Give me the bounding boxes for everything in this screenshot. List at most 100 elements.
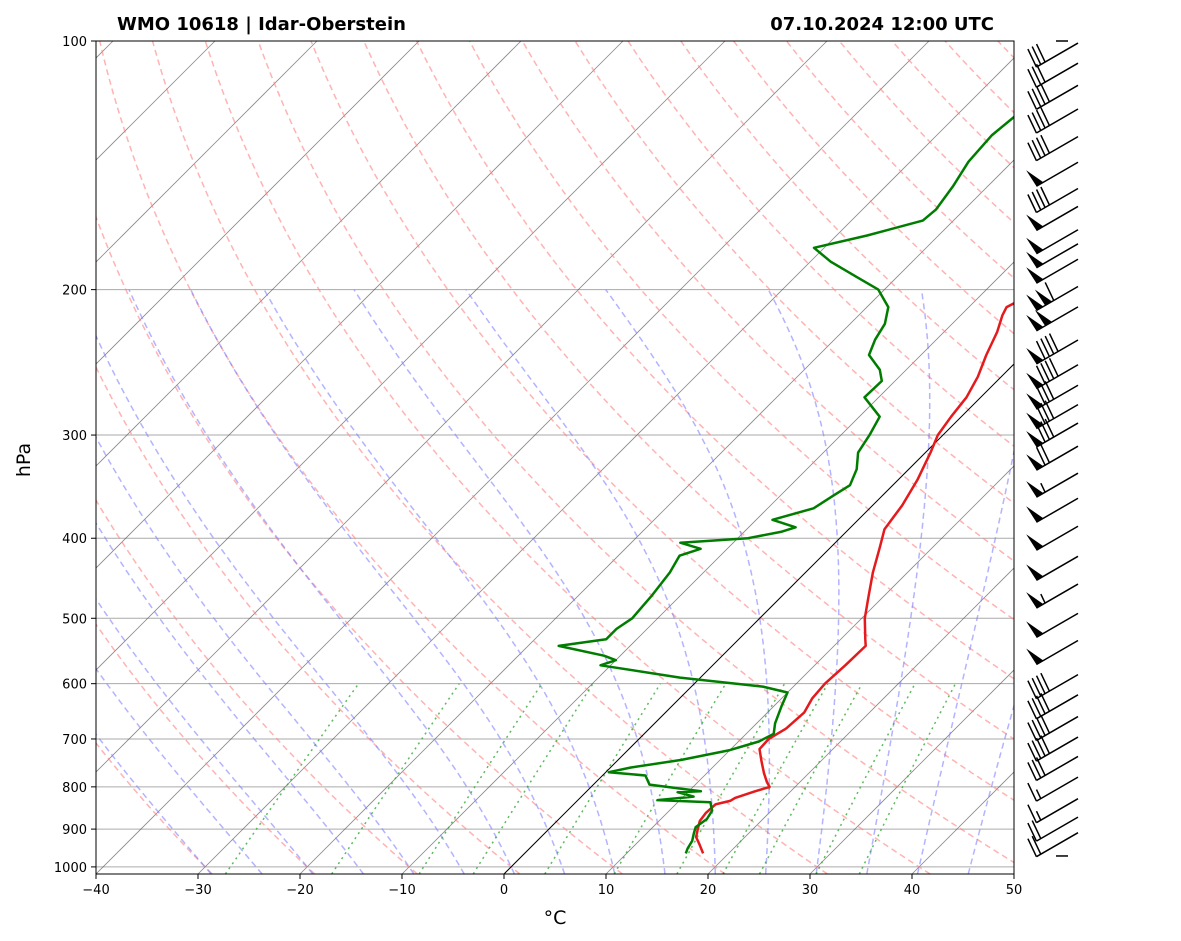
wind-barb (1027, 735, 1079, 762)
dewpoint-profile (557, 115, 1014, 854)
y-tick-label: 700 (62, 733, 87, 748)
isotherm-line (96, 41, 726, 671)
wind-barb-feather (1044, 282, 1055, 301)
dry-adiabat (96, 365, 521, 874)
wind-barb-staff (1036, 776, 1079, 802)
wind-barb-feather (1040, 362, 1051, 382)
wind-barb-feather (1035, 405, 1046, 424)
dry-adiabat (96, 622, 316, 874)
wind-barb-staff (1036, 798, 1079, 824)
wind-barb-feather (1031, 112, 1042, 131)
wind-barb-flag (1026, 372, 1044, 389)
wind-barb-staff (1036, 42, 1079, 68)
x-tick-label: 0 (500, 883, 508, 898)
temperature-profile (694, 301, 1014, 854)
wind-barb-flag (1026, 294, 1044, 311)
dry-adiabat (96, 741, 213, 874)
wind-barb-flag (1026, 412, 1044, 429)
wind-barb-staff (1036, 612, 1079, 639)
wind-barb (1027, 42, 1079, 68)
dry-adiabat (96, 214, 623, 874)
wind-barb-staff (1036, 161, 1079, 187)
wind-barb (1027, 134, 1079, 162)
dry-adiabat (521, 41, 1014, 562)
chart-title-right: 07.10.2024 12:00 UTC (770, 14, 994, 35)
moist-adiabat (767, 289, 840, 874)
wind-barb-feather (1031, 88, 1042, 108)
wind-barb-staff (1036, 422, 1079, 448)
wind-barb-flag (1026, 237, 1044, 254)
wind-barb-feather (1040, 402, 1051, 422)
wind-barb-staff (1036, 306, 1079, 332)
wind-barb-staff (1036, 62, 1079, 88)
wind-barbs (1026, 40, 1079, 858)
wind-barb-feather (1044, 335, 1055, 355)
wind-barb-feather (1048, 357, 1059, 377)
wind-barb-feather (1044, 380, 1055, 400)
pressure-grid (96, 41, 1014, 868)
moist-adiabat (96, 597, 314, 874)
wind-barb-flag (1026, 348, 1044, 365)
wind-barb-feather (1035, 717, 1046, 736)
wind-barb-feather (1031, 835, 1042, 855)
y-tick-label: 500 (62, 612, 87, 627)
wind-barb-feather (1027, 48, 1038, 68)
moist-adiabat (263, 289, 616, 874)
wind-barb (1027, 798, 1079, 824)
isotherm-line (96, 41, 930, 874)
wind-barb-feather (1040, 714, 1051, 734)
moist-adiabat (96, 435, 415, 874)
wind-barb-staff (1036, 497, 1079, 523)
mixing-ratio-lines (224, 683, 957, 874)
wind-barb (1026, 612, 1079, 639)
wind-barb-staff (1036, 555, 1079, 581)
wind-barb (1027, 62, 1079, 88)
isotherm-line (96, 41, 522, 467)
wind-barb-flag (1026, 454, 1044, 471)
wind-barb-feather (1031, 719, 1042, 739)
wind-barb-flag (1026, 564, 1044, 581)
wind-barb (1026, 418, 1079, 448)
moist-adiabat (96, 334, 465, 874)
isotherm-line (96, 41, 828, 773)
wind-barb-feather (1031, 759, 1042, 779)
moist-adiabat (605, 289, 771, 874)
wind-barb-flag (1026, 648, 1044, 665)
dry-adiabat (838, 41, 1014, 224)
wind-barb-staff (1036, 816, 1079, 842)
isotherm-line (401, 261, 1014, 874)
dry-adiabats (96, 41, 1014, 874)
wind-barb (1027, 83, 1079, 110)
dry-adiabat (151, 41, 828, 874)
wind-barb (1027, 755, 1079, 782)
wind-barb-flag (1026, 506, 1044, 523)
x-tick-label: 10 (598, 883, 615, 898)
wind-barb-staff (1036, 525, 1079, 551)
dry-adiabat (363, 41, 1014, 740)
wind-barb-staff (1036, 84, 1079, 110)
moist-adiabat (353, 289, 666, 874)
y-tick-label: 900 (62, 823, 87, 838)
moist-adiabat (190, 289, 566, 874)
wind-barb-flag (1026, 481, 1044, 498)
mixing-ratio-line (722, 683, 829, 874)
y-tick-label: 100 (62, 35, 87, 50)
wind-barb-staff (1036, 187, 1079, 214)
x-axis-ticks: −40 −30 −20 −10 0 10 20 30 40 50 (82, 874, 1022, 898)
wind-barb-feather (1031, 820, 1042, 839)
y-tick-label: 400 (62, 532, 87, 547)
mixing-ratio-line (418, 683, 543, 874)
wind-barb-feather (1035, 109, 1046, 129)
mixing-ratio-line (544, 683, 662, 874)
wind-barb-feather (1031, 677, 1042, 697)
x-tick-label: −40 (82, 883, 109, 898)
mixing-ratio-line (613, 683, 727, 874)
wind-barb-feather (1035, 340, 1046, 360)
wind-barb (1026, 306, 1079, 332)
wind-barb-feather (1035, 675, 1046, 694)
chart-title-left: WMO 10618 | Idar-Oberstein (117, 14, 406, 35)
wind-barb-feather (1027, 700, 1038, 720)
wind-barb (1027, 186, 1079, 214)
wind-barb-feather (1031, 191, 1042, 211)
